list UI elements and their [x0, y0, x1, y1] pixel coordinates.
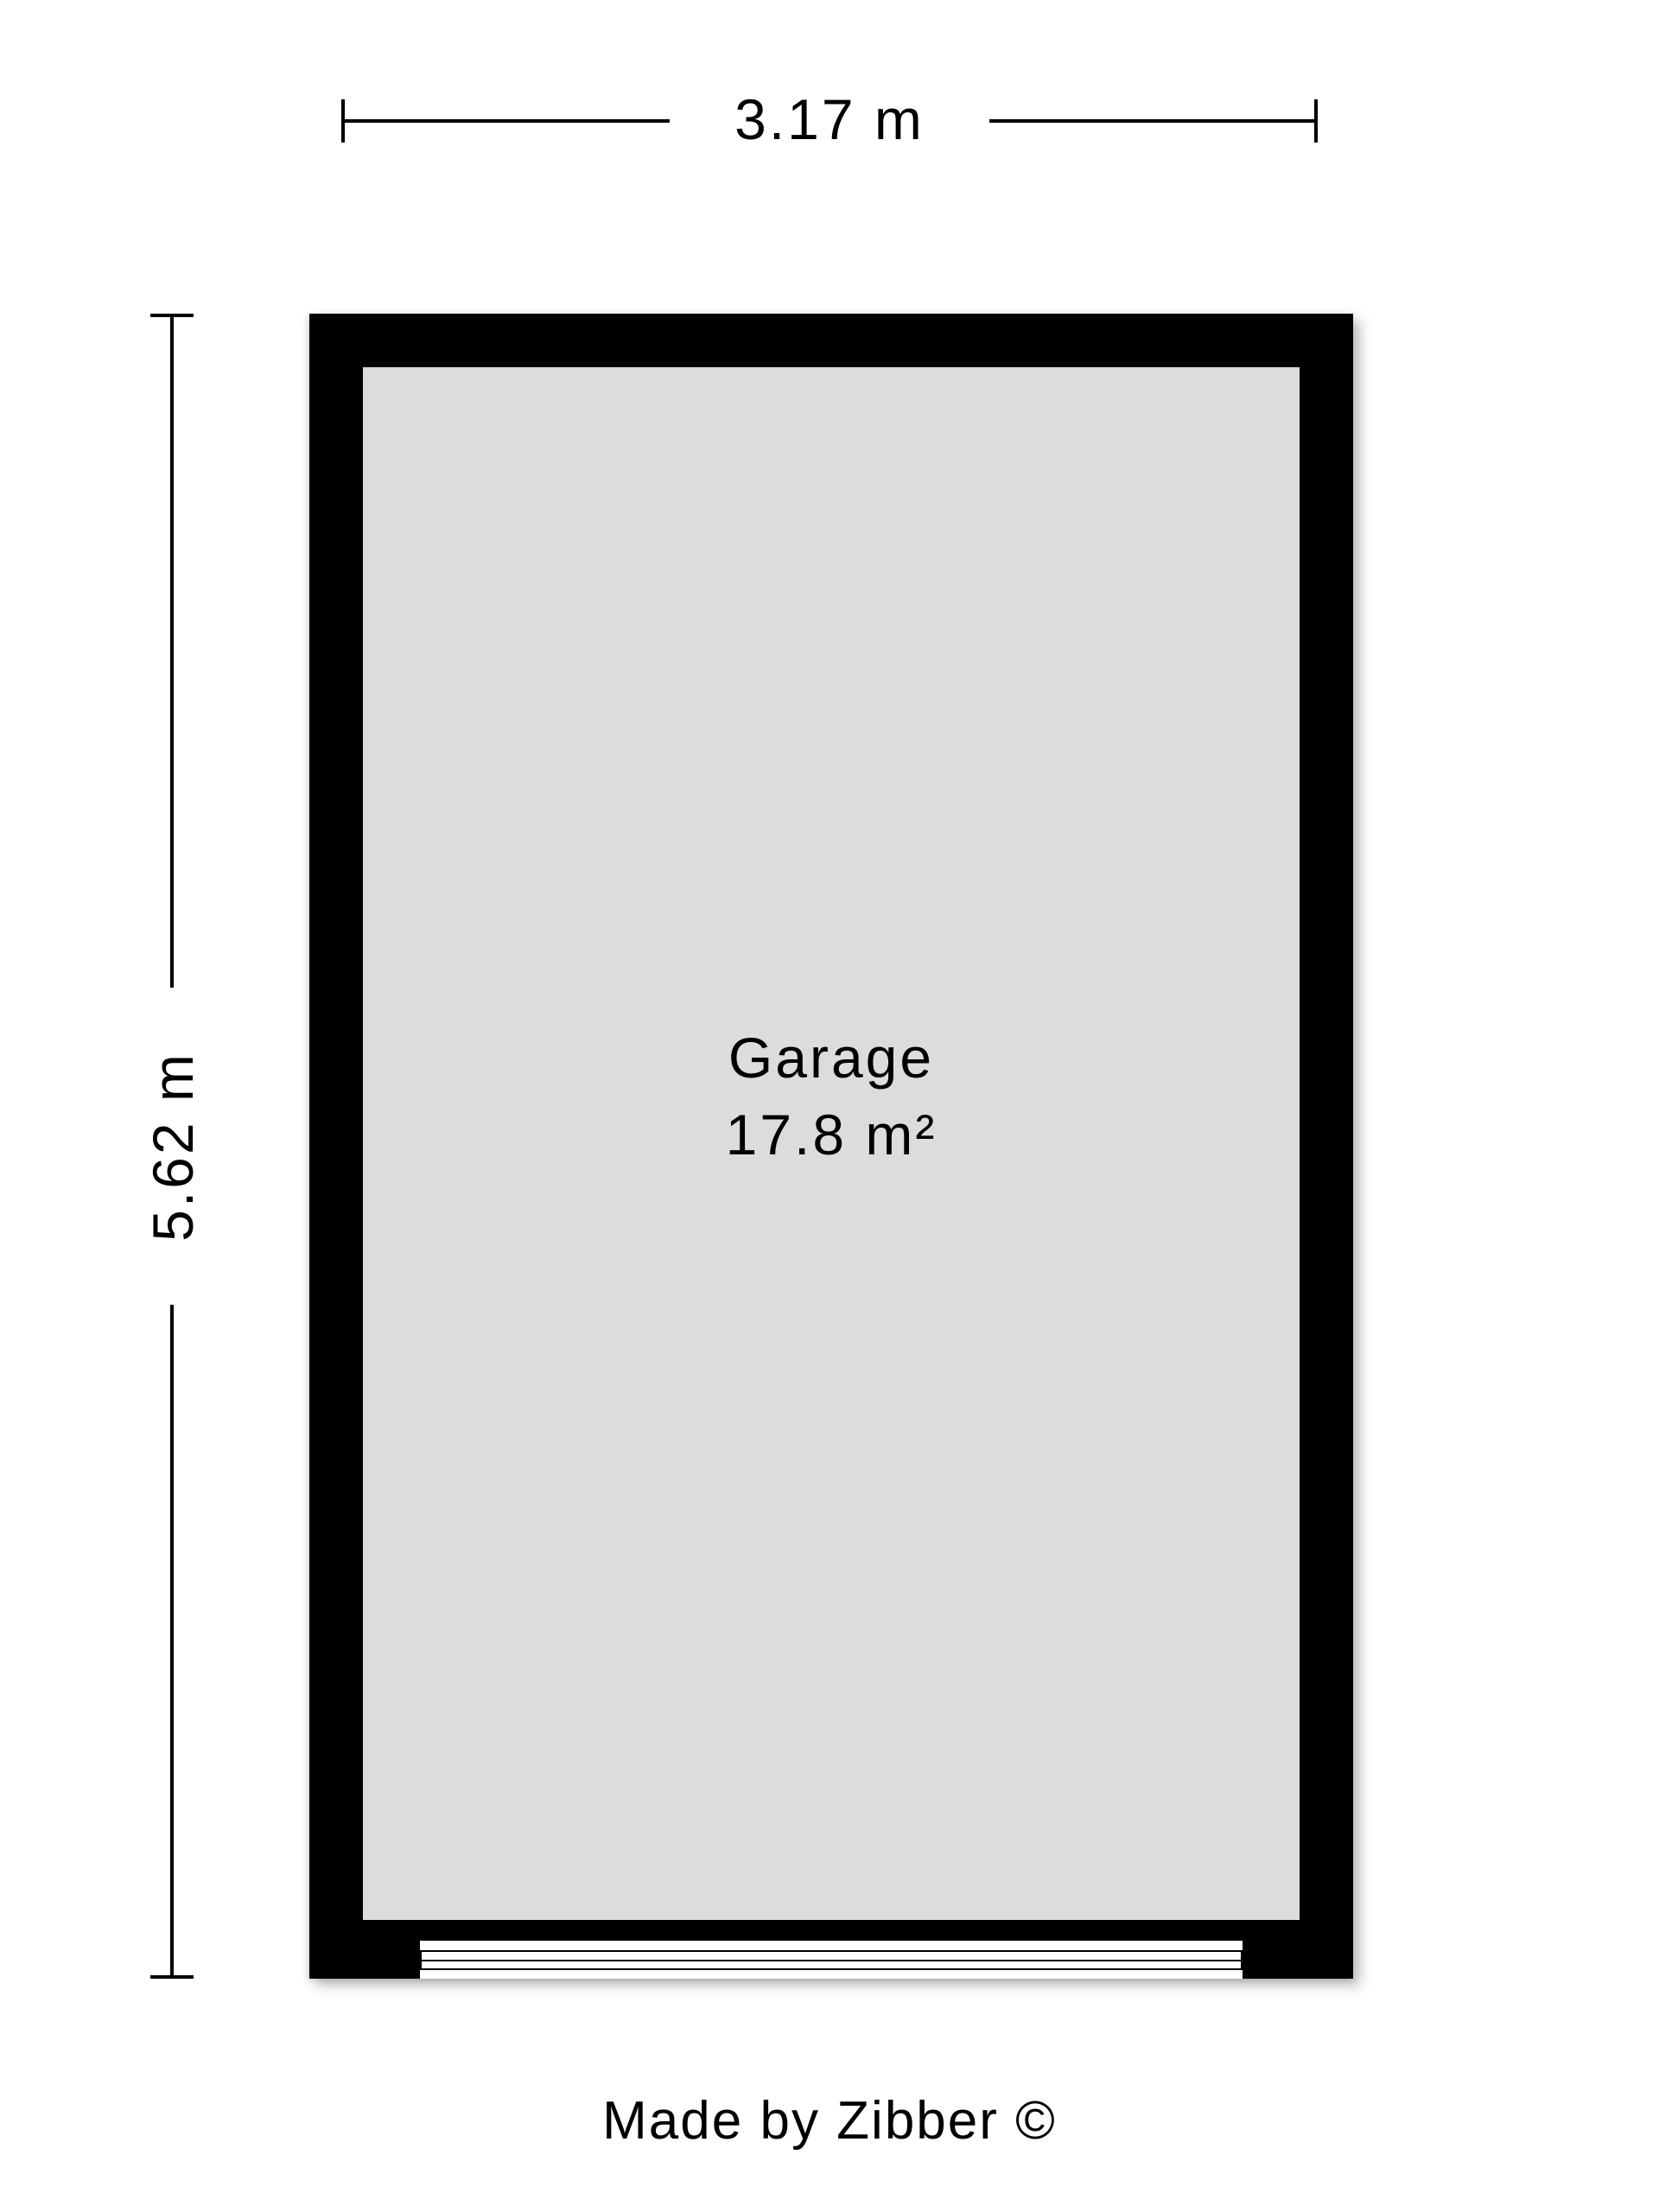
dimension-width-cap-right	[1314, 99, 1318, 143]
dimension-height-line-top	[170, 314, 174, 988]
dimension-height-label: 5.62 m	[140, 1052, 206, 1242]
room-label: Garage 17.8 m²	[363, 1020, 1300, 1173]
door-rail	[420, 1950, 1243, 1970]
dimension-width: 3.17 m	[341, 86, 1318, 156]
room-area: 17.8 m²	[726, 1103, 938, 1166]
room-name: Garage	[728, 1026, 934, 1090]
credit-text: Made by Zibber ©	[0, 2090, 1659, 2152]
dimension-height-cap-bottom	[150, 1975, 194, 1979]
room-floor: Garage 17.8 m²	[363, 367, 1300, 1920]
dimension-width-line-right	[989, 119, 1318, 123]
room-walls: Garage 17.8 m²	[309, 314, 1353, 1979]
dimension-height: 5.62 m	[134, 314, 212, 1979]
floorplan-canvas: 3.17 m 5.62 m Garage 17.8 m² Made by Zib…	[0, 0, 1659, 2212]
dimension-height-line-bottom	[170, 1305, 174, 1979]
